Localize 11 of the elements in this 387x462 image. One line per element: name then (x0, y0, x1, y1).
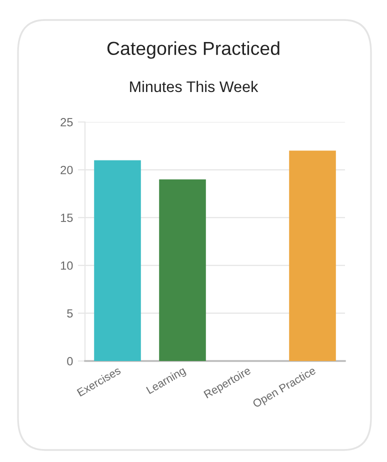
bar (159, 179, 206, 361)
bar (289, 150, 336, 361)
y-tick-label: 0 (67, 357, 73, 366)
y-tick-label: 10 (60, 261, 73, 270)
y-tick-label: 5 (67, 309, 73, 318)
y-tick-label: 25 (60, 118, 73, 126)
chart-subtitle: Minutes This Week (130, 80, 258, 92)
chart-title: Categories Practiced (107, 41, 280, 59)
y-tick-label: 20 (60, 166, 73, 174)
bar (94, 160, 141, 361)
y-tick-label: 15 (60, 214, 73, 222)
